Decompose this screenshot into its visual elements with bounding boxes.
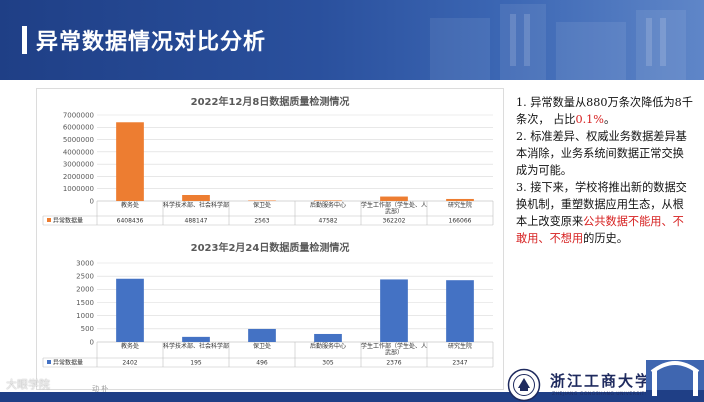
value-label-1-1: 195: [190, 360, 202, 367]
bar-0-1: [182, 195, 210, 201]
note-3: 3. 接下来，学校将推出新的数据交换机制，重塑数据应用生态，从根本上改变原来公共…: [516, 179, 694, 247]
value-label-0-4: 362202: [383, 218, 406, 225]
note-1: 1. 异常数量从880万条次降低为8千条次， 占比0.1%。: [516, 94, 694, 128]
category-label-0-3: 后勤服务中心: [310, 201, 346, 209]
category-label-1-5: 研究生院: [448, 342, 472, 350]
chart-title-0: 2022年12月8日数据质量检测情况: [191, 95, 350, 108]
category-label-0-5: 研究生院: [448, 201, 472, 209]
bar-0-5: [446, 198, 474, 201]
bottom-strip: [0, 392, 704, 402]
y-tick-label-0-2: 2000000: [63, 173, 94, 181]
note-2: 2. 标准差异、权威业务数据差异基本消除，业务系统间数据正常交换成为可能。: [516, 130, 687, 177]
y-tick-label-1-6: 3000: [76, 259, 94, 267]
value-label-1-0: 2402: [122, 360, 137, 367]
category-label-0-4-1: 武部）: [385, 208, 403, 216]
notes-panel: 1. 异常数量从880万条次降低为8千条次， 占比0.1%。 2. 标准差异、权…: [516, 94, 694, 247]
category-label-1-2: 保卫处: [253, 342, 271, 350]
value-label-1-4: 2376: [386, 360, 401, 367]
y-tick-label-1-5: 2500: [76, 273, 94, 281]
y-tick-label-1-2: 1000: [76, 312, 94, 320]
value-label-1-2: 496: [256, 360, 268, 367]
title-accent-bar: [22, 26, 27, 54]
note-1-highlight: 0.1%: [575, 113, 604, 126]
y-tick-label-0-3: 3000000: [63, 161, 94, 169]
category-label-1-0: 教务处: [121, 342, 139, 350]
note-1-text: 1. 异常数量从880万条次降低为8千条次， 占比: [516, 96, 693, 126]
value-label-0-1: 488147: [185, 218, 208, 225]
note-3-end: 的历史。: [583, 232, 628, 245]
value-label-0-0: 6408436: [117, 218, 144, 225]
bar-1-0: [116, 278, 144, 342]
y-tick-label-1-3: 1500: [76, 299, 94, 307]
y-tick-label-0-0: 0: [90, 197, 94, 205]
y-tick-label-0-5: 5000000: [63, 136, 94, 144]
legend-swatch-0: [47, 218, 51, 222]
y-tick-label-0-1: 1000000: [63, 185, 94, 193]
bar-0-3: [314, 200, 342, 201]
category-label-0-1: 科学技术部、社会科学部: [163, 201, 229, 209]
category-label-0-4: 学生工作部（学生处、人: [361, 201, 427, 209]
page-title: 异常数据情况对比分析: [36, 30, 267, 55]
y-tick-label-1-0: 0: [90, 338, 94, 346]
category-label-0-0: 教务处: [121, 201, 139, 209]
campus-gate-icon: [646, 360, 704, 402]
bar-1-1: [182, 336, 210, 342]
bar-1-2: [248, 328, 276, 342]
category-label-1-4: 学生工作部（学生处、人: [361, 342, 427, 350]
legend-label-0: 异常数据量: [53, 217, 83, 225]
note-3-highlight: 公共数据不能用、不敢用、不想用: [516, 215, 684, 245]
legend-label-1: 异常数据量: [53, 359, 83, 367]
bar-0-4: [380, 196, 408, 201]
university-name-cn: 浙江工商大学: [550, 372, 653, 390]
chart-title-1: 2023年2月24日数据质量检测情况: [191, 241, 350, 254]
value-label-0-2: 2563: [254, 218, 269, 225]
category-label-0-2: 保卫处: [253, 201, 271, 209]
value-label-1-5: 2347: [452, 360, 467, 367]
bar-0-0: [116, 122, 144, 201]
chart-panel: 2022年12月8日数据质量检测情况 0 1000000 2000000 3000000…: [36, 88, 504, 390]
y-tick-label-0-6: 6000000: [63, 124, 94, 132]
bar-1-5: [446, 280, 474, 342]
y-tick-label-0-4: 4000000: [63, 148, 94, 156]
note-3-text: 3. 接下来，学校将推出新的数据交换机制，重塑数据应用生态，从根本上改变原来: [516, 181, 687, 228]
y-tick-label-1-1: 500: [81, 325, 94, 333]
charts-svg: 2022年12月8日数据质量检测情况 0 1000000 2000000 3000000…: [42, 95, 494, 368]
value-label-0-5: 166066: [449, 218, 472, 225]
category-label-1-4-1: 武部）: [385, 349, 403, 357]
watermark: 大眼学院: [6, 378, 50, 391]
category-label-1-3: 后勤服务中心: [310, 342, 346, 350]
bar-1-3: [314, 333, 342, 342]
bar-1-4: [380, 279, 408, 342]
note-1-end: 。: [603, 113, 616, 126]
legend-swatch-1: [47, 360, 51, 364]
value-label-0-3: 47582: [318, 218, 337, 225]
category-label-1-1: 科学技术部、社会科学部: [163, 342, 229, 350]
header-banner: 异常数据情况对比分析: [0, 0, 704, 80]
value-label-1-3: 305: [322, 360, 334, 367]
y-tick-label-1-4: 2000: [76, 286, 94, 294]
bar-0-2: [248, 200, 276, 201]
university-emblem-icon: [507, 368, 541, 402]
watermark-sub: 动 朴: [92, 385, 109, 393]
y-tick-label-0-7: 7000000: [63, 111, 94, 119]
university-name-en: ZHEJIANG GONGSHANG UNIVERSITY: [552, 392, 649, 397]
